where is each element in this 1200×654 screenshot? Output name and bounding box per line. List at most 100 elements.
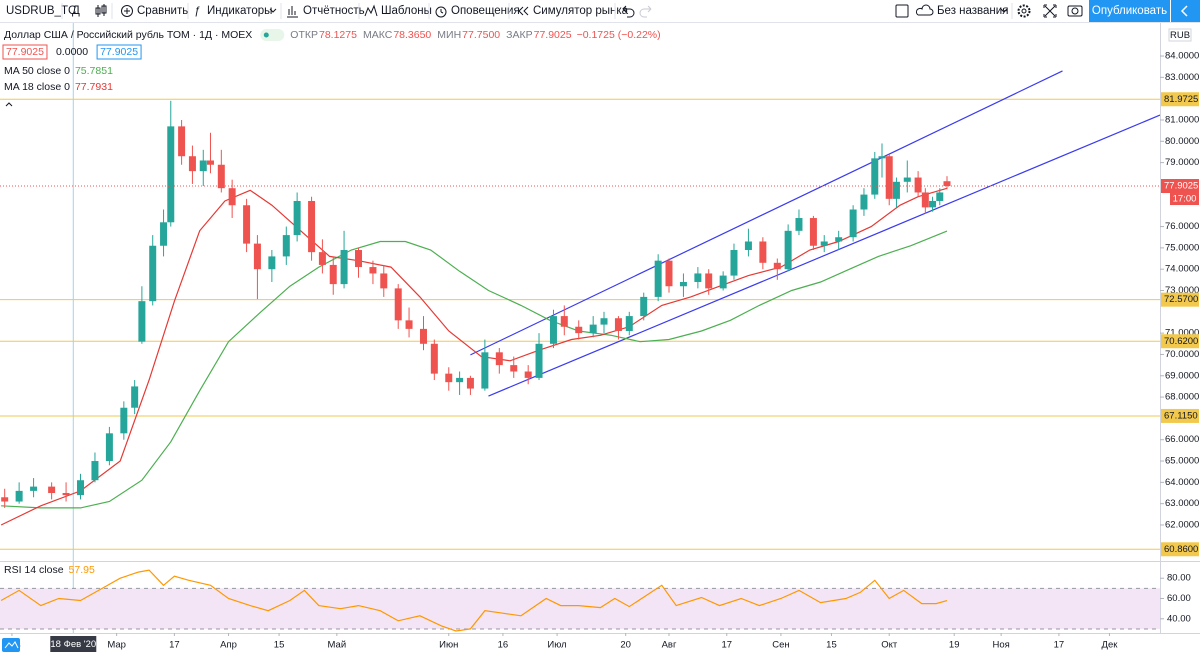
ohlc-label: ОТКР <box>290 29 318 41</box>
x-tick-label: Мар <box>107 640 126 651</box>
candle-body <box>589 324 597 334</box>
financials[interactable]: Отчётность <box>303 5 365 17</box>
candle-body <box>694 273 702 282</box>
ohlc-label: ЗАКР <box>506 29 532 41</box>
candle-body <box>820 241 828 246</box>
unit-box <box>1168 28 1192 42</box>
templates[interactable]: Шаблоны <box>381 5 432 17</box>
chart-style-icon[interactable] <box>95 4 107 17</box>
x-tick-label: Май <box>328 640 347 651</box>
fullscreen-icon[interactable] <box>1043 4 1057 18</box>
candle-body <box>481 352 489 389</box>
x-tick-label: 17 <box>721 640 732 651</box>
redo[interactable] <box>639 5 652 18</box>
candle-body <box>679 281 687 287</box>
select-icon[interactable] <box>895 4 909 18</box>
candle-body <box>640 296 648 317</box>
candle-body <box>160 222 168 246</box>
candle-body <box>795 218 803 231</box>
caret[interactable] <box>269 8 277 13</box>
candle-body <box>293 200 301 236</box>
x-tick-label: Окт <box>881 640 898 651</box>
collapse-icon[interactable] <box>5 102 13 107</box>
cloud-icon[interactable] <box>915 4 934 16</box>
candle-body <box>355 250 363 268</box>
snapshot-icon[interactable] <box>1067 5 1083 17</box>
indicators-icon[interactable]: ƒ <box>194 5 200 17</box>
y-tick-label: 73.0000 <box>1165 285 1199 296</box>
publish-label[interactable]: Опубликовать <box>1092 5 1167 17</box>
templates-icon[interactable] <box>364 4 378 17</box>
y-tick-label: 62.0000 <box>1165 519 1199 530</box>
publish-menu-icon[interactable] <box>1180 5 1188 17</box>
indicators[interactable]: Индикаторы <box>207 5 272 17</box>
candle-body <box>445 373 453 383</box>
ask-box <box>96 44 142 60</box>
candle-body <box>773 262 781 270</box>
candle-body <box>329 264 337 285</box>
publish-button[interactable] <box>1089 0 1170 22</box>
x-tick-label: 15 <box>826 640 837 651</box>
level-label-bg <box>1161 92 1199 107</box>
trend-line <box>488 114 1161 397</box>
candle-body <box>91 461 99 481</box>
level-label: 60.8600 <box>1164 544 1198 555</box>
candle-body <box>929 200 937 208</box>
rsi-tick-label: 60.00 <box>1167 593 1191 604</box>
layout-name[interactable]: Без названия <box>937 5 1008 17</box>
interval[interactable]: Д <box>72 5 80 17</box>
candle-body <box>340 250 348 285</box>
candle-body <box>549 316 557 344</box>
symbol[interactable]: USDRUB_TC <box>6 5 76 17</box>
publish-menu[interactable] <box>1171 0 1200 22</box>
ohlc-value: 78.1275 <box>319 29 357 41</box>
compare[interactable]: Сравнить <box>137 5 188 17</box>
caret[interactable] <box>1000 8 1008 13</box>
candle-body <box>62 493 70 496</box>
alerts[interactable]: Оповещения <box>451 5 520 17</box>
candle-body <box>282 235 290 257</box>
ohlc-label: МАКС <box>363 29 393 41</box>
candle-body <box>495 352 503 366</box>
ohlc-value: 77.9025 <box>534 29 572 41</box>
last-price-label: 77.9025 <box>1164 181 1198 192</box>
alerts-icon[interactable] <box>435 6 447 18</box>
x-tick-label: 20 <box>620 640 631 651</box>
candle-body <box>654 260 662 297</box>
legend-entry: MA 18 close 0 <box>4 81 70 93</box>
candle-body <box>730 250 738 276</box>
candle-body <box>253 243 261 270</box>
candle-body <box>380 273 388 289</box>
candle-body <box>217 164 225 189</box>
candle-body <box>268 256 276 270</box>
replay-icon[interactable] <box>518 6 529 16</box>
candle-body <box>456 377 464 383</box>
y-tick-label: 65.0000 <box>1165 456 1199 467</box>
y-tick-label: 76.0000 <box>1165 221 1199 232</box>
candle-body <box>394 288 402 321</box>
axes: 84.0000 83.0000 81.0000 80.0000 79.0000 76.00… <box>0 23 1200 652</box>
undo[interactable] <box>622 5 635 18</box>
settings-icon[interactable] <box>1017 4 1031 18</box>
bottom-icon <box>2 638 20 652</box>
candle-body <box>903 177 911 182</box>
financials-icon[interactable] <box>287 6 298 18</box>
candle-body <box>1 497 9 502</box>
candle-body <box>405 320 413 329</box>
candle-body <box>199 160 207 172</box>
candle-body <box>575 326 583 334</box>
compare-icon[interactable] <box>121 5 133 17</box>
y-tick-label: 74.0000 <box>1165 264 1199 275</box>
candle-body <box>614 318 622 332</box>
crosshair-label-bg <box>50 636 97 652</box>
x-tick-label: Ноя <box>992 640 1009 651</box>
candle-body <box>318 252 326 265</box>
y-tick-label: 68.0000 <box>1165 392 1199 403</box>
legend-value: 75.7851 <box>75 65 113 77</box>
replay[interactable]: Симулятор рынка <box>533 5 629 17</box>
candle-body <box>849 209 857 238</box>
level-label-bg <box>1161 334 1199 349</box>
last-time-bg <box>1170 193 1199 206</box>
